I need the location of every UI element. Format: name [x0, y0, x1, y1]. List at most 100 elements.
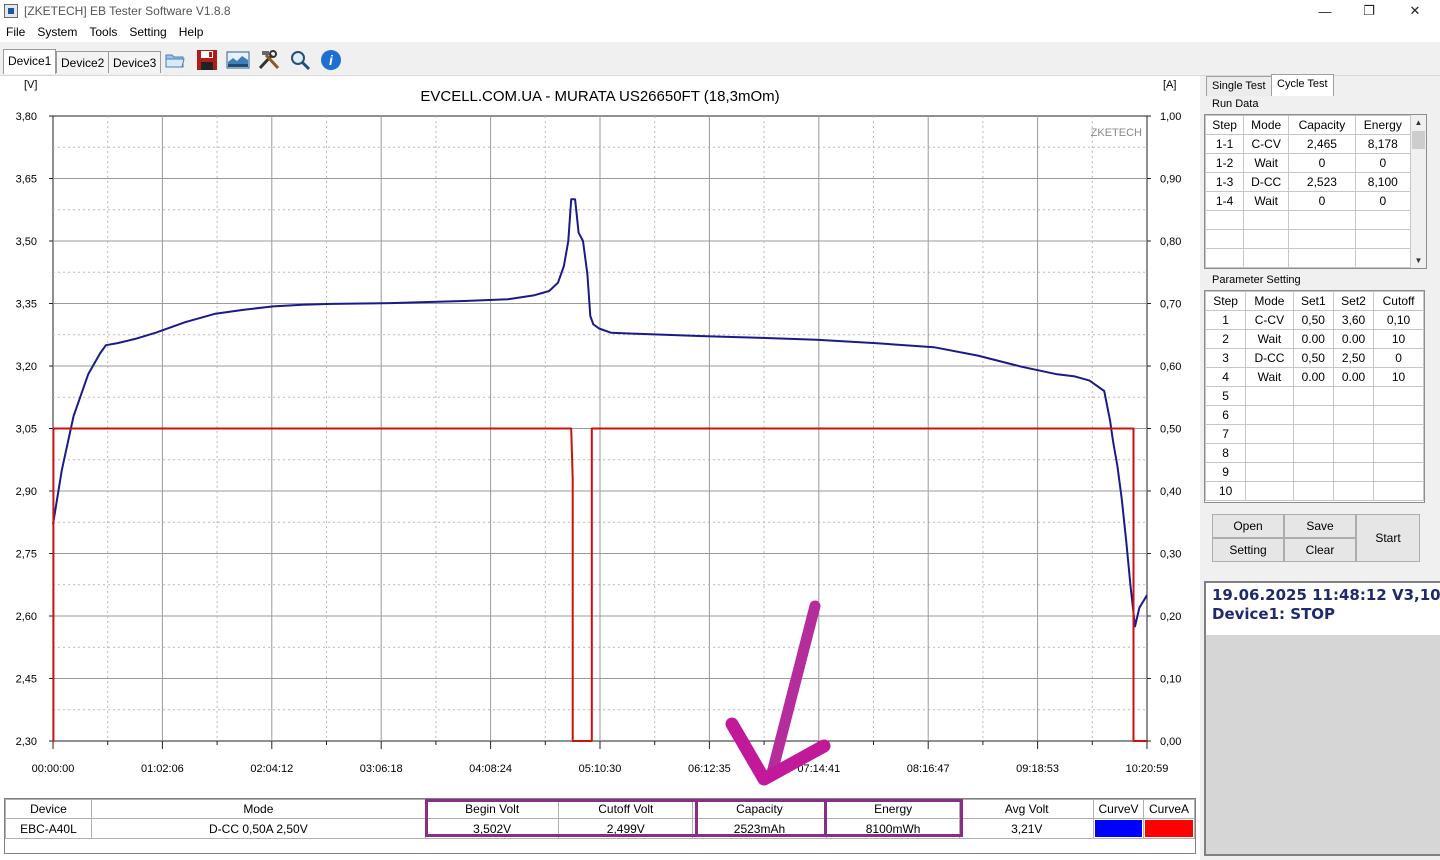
chart-area: 3,80 3,65 3,50 3,35 3,20 3,05 2,90 2,75 2,60 2,45…	[0, 76, 1200, 791]
y-right-tick-label: 0,50	[1160, 424, 1181, 436]
y-left-tick-label: 3,05	[16, 424, 37, 436]
x-tick-label: 01:02:06	[141, 763, 184, 775]
run-data-cell: 0	[1288, 191, 1356, 211]
menu-help[interactable]: Help	[178, 25, 204, 39]
chart-title: EVCELL.COM.UA - MURATA US26650FT (18,3mO…	[420, 88, 779, 105]
y-right-tick-label: 0,00	[1160, 736, 1181, 748]
run-data-cell: 1-4	[1204, 191, 1245, 211]
tab-single-test[interactable]: Single Test	[1206, 76, 1272, 96]
open-button[interactable]: Open	[1212, 514, 1284, 538]
run-data-row[interactable]: 1-1 C-CV 2,465 8,178	[1204, 134, 1412, 154]
clear-button[interactable]: Clear	[1284, 538, 1356, 562]
param-cell: Wait	[1245, 367, 1294, 387]
param-cell	[1373, 462, 1424, 482]
menu-file[interactable]: File	[6, 25, 26, 39]
summary-value: EBC-A40L	[5, 818, 92, 839]
run-data-header: Energy	[1354, 115, 1412, 135]
param-header: Set1	[1292, 291, 1334, 311]
curve-a-swatch[interactable]	[1145, 820, 1193, 837]
param-row[interactable]: 4 Wait 0.00 0.00 10	[1204, 367, 1424, 387]
status-datetime: 19.06.2025 11:48:12 V3,10	[1212, 586, 1440, 604]
param-row[interactable]: 9	[1204, 462, 1424, 482]
curve-v-swatch[interactable]	[1095, 820, 1142, 837]
param-cell	[1332, 443, 1375, 463]
run-data-row[interactable]: 1-3 D-CC 2,523 8,100	[1204, 172, 1412, 192]
param-cell: 0,50	[1292, 348, 1334, 368]
param-row[interactable]: 5	[1204, 386, 1424, 406]
run-data-cell: D-CC	[1243, 172, 1290, 192]
param-cell: 10	[1373, 367, 1424, 387]
run-data-cell	[1288, 248, 1356, 268]
run-data-row[interactable]: 1-4 Wait 0 0	[1204, 191, 1412, 211]
search-icon[interactable]	[288, 49, 312, 71]
menu-setting[interactable]: Setting	[129, 25, 167, 39]
run-data-cell: 1-3	[1204, 172, 1245, 192]
run-data-cell: Wait	[1243, 191, 1290, 211]
maximize-button[interactable]: ❐	[1363, 3, 1375, 18]
run-data-cell: 8,100	[1354, 172, 1412, 192]
x-tick-label: 04:08:24	[469, 763, 512, 775]
window-title: [ZKETECH] EB Tester Software V1.8.8	[24, 4, 231, 18]
param-cell	[1245, 443, 1294, 463]
summary-value: 2,499V	[558, 818, 694, 839]
setting-button[interactable]: Setting	[1212, 538, 1284, 562]
param-row[interactable]: 1 C-CV 0,50 3,60 0,10	[1204, 310, 1424, 330]
run-data-cell	[1243, 248, 1290, 268]
run-data-scrollbar[interactable]: ▲ ▼	[1410, 115, 1426, 268]
run-data-row[interactable]	[1204, 210, 1412, 230]
run-data-cell: 2,523	[1288, 172, 1356, 192]
param-row[interactable]: 6	[1204, 405, 1424, 425]
param-cell: Wait	[1245, 329, 1294, 349]
summary-header: CurveA	[1143, 799, 1195, 819]
run-data-cell	[1243, 210, 1290, 230]
tab-cycle-test[interactable]: Cycle Test	[1271, 74, 1334, 96]
open-folder-icon[interactable]	[163, 49, 187, 71]
param-row[interactable]: 2 Wait 0.00 0.00 10	[1204, 329, 1424, 349]
minimize-button[interactable]: —	[1318, 3, 1332, 19]
run-data-cell: 8,178	[1354, 134, 1412, 154]
param-row[interactable]: 7	[1204, 424, 1424, 444]
param-cell: 1	[1204, 310, 1247, 330]
tab-device2[interactable]: Device2	[56, 51, 110, 73]
tools-icon[interactable]	[257, 49, 281, 71]
scroll-thumb[interactable]	[1412, 131, 1425, 149]
run-data-row[interactable]: 1-2 Wait 0 0	[1204, 153, 1412, 173]
param-cell: 7	[1204, 424, 1247, 444]
voltage-curve	[52, 198, 1148, 628]
run-data-row[interactable]	[1204, 248, 1412, 268]
param-cell: C-CV	[1245, 310, 1294, 330]
status-display: 19.06.2025 11:48:12 V3,10 Device1: STOP	[1206, 583, 1440, 635]
summary-header: Cutoff Volt	[558, 799, 694, 819]
param-cell: 0.00	[1332, 367, 1375, 387]
y-left-tick-label: 2,90	[16, 486, 37, 498]
tab-device1[interactable]: Device1	[3, 49, 57, 74]
close-button[interactable]: ✕	[1409, 3, 1421, 18]
param-cell	[1292, 424, 1334, 444]
chart-image-icon[interactable]	[226, 49, 250, 71]
x-tick-label: 03:06:18	[360, 763, 403, 775]
param-cell: 4	[1204, 367, 1247, 387]
summary-header: Mode	[90, 799, 426, 819]
run-data-row[interactable]	[1204, 229, 1412, 249]
menu-system[interactable]: System	[37, 25, 78, 39]
summary-value: 3,502V	[424, 818, 560, 839]
info-icon[interactable]: i	[319, 49, 343, 71]
summary-value	[1093, 818, 1144, 839]
app-icon	[4, 4, 18, 18]
y-right-tick-label: 0,70	[1160, 299, 1181, 311]
param-row[interactable]: 3 D-CC 0,50 2,50 0	[1204, 348, 1424, 368]
menu-tools[interactable]: Tools	[89, 25, 118, 39]
start-button[interactable]: Start	[1356, 514, 1420, 562]
run-data-cell	[1204, 229, 1245, 249]
param-row[interactable]: 10	[1204, 481, 1424, 501]
scroll-up-icon[interactable]: ▲	[1414, 118, 1423, 127]
param-cell: D-CC	[1245, 348, 1294, 368]
param-cell: 0.00	[1292, 329, 1334, 349]
tab-device3[interactable]: Device3	[108, 51, 162, 73]
save-icon[interactable]	[195, 49, 219, 71]
scroll-down-icon[interactable]: ▼	[1414, 256, 1423, 265]
param-row[interactable]: 8	[1204, 443, 1424, 463]
save-button[interactable]: Save	[1284, 514, 1356, 538]
x-tick-label: 07:14:41	[797, 763, 840, 775]
run-data-cell	[1204, 248, 1245, 268]
